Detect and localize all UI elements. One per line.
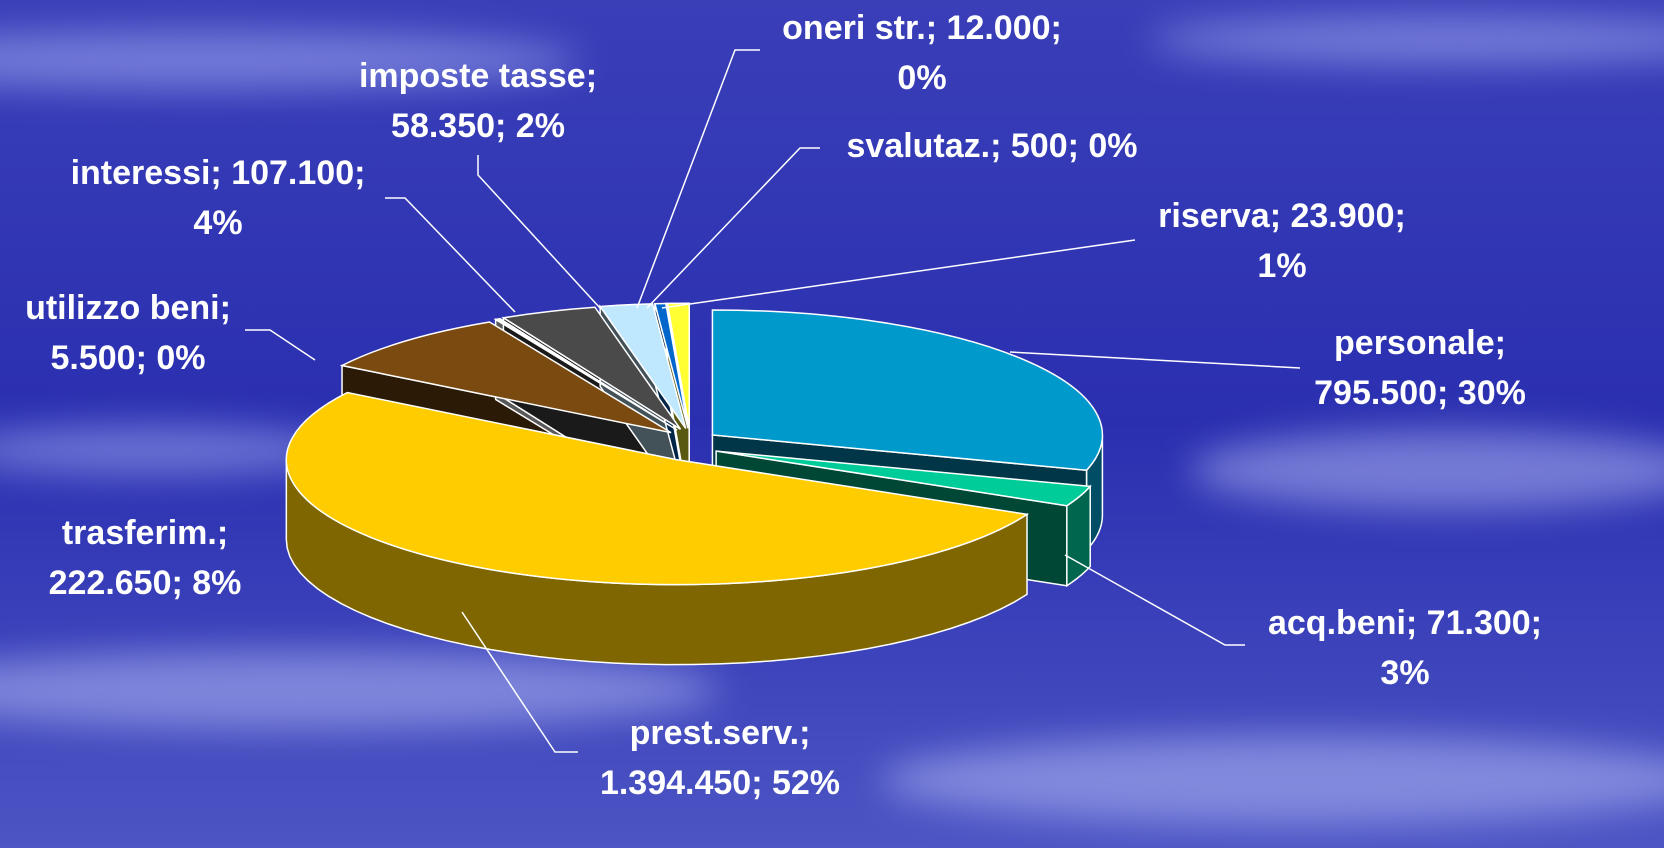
data-label: interessi; 107.100; xyxy=(71,154,366,192)
data-label: 222.650; 8% xyxy=(49,564,242,602)
data-label: 0% xyxy=(897,59,946,97)
data-label: 795.500; 30% xyxy=(1314,374,1526,412)
data-label: riserva; 23.900; xyxy=(1158,197,1406,235)
leader-line xyxy=(245,329,316,361)
data-label: trasferim.; xyxy=(62,514,228,552)
leader-line xyxy=(385,197,516,313)
data-label: 1.394.450; 52% xyxy=(600,764,840,802)
slice xyxy=(339,321,672,434)
data-label: personale; xyxy=(1334,324,1506,362)
data-label: acq.beni; 71.300; xyxy=(1268,604,1542,642)
data-label: 3% xyxy=(1380,654,1429,692)
leader-line xyxy=(661,239,1136,309)
leader-line xyxy=(1064,554,1245,646)
data-label: prest.serv.; xyxy=(630,714,811,752)
slice xyxy=(715,450,1092,507)
leader-line xyxy=(636,49,760,309)
data-label: utilizzo beni; xyxy=(25,289,231,327)
data-label: imposte tasse; xyxy=(359,57,597,95)
data-label: oneri str.; 12.000; xyxy=(782,9,1062,47)
leader-line xyxy=(461,611,578,753)
leader-line xyxy=(477,155,601,309)
pie xyxy=(285,302,1104,666)
slice xyxy=(598,303,687,429)
data-label: svalutaz.; 500; 0% xyxy=(846,127,1137,165)
data-label: 1% xyxy=(1257,247,1306,285)
data-label: 58.350; 2% xyxy=(391,107,565,145)
slice xyxy=(711,309,1104,472)
leader-line xyxy=(1009,351,1301,369)
slice xyxy=(666,302,690,429)
data-label: 5.500; 0% xyxy=(51,339,206,377)
slice xyxy=(493,317,678,431)
clouds xyxy=(0,15,1664,825)
leader-line xyxy=(646,147,820,309)
slice xyxy=(501,306,682,430)
data-label: 4% xyxy=(193,204,242,242)
slice xyxy=(285,391,1030,586)
labels: personale; 795.500; 30% acq.beni; 71.300; 3… xyxy=(25,9,1542,802)
slice xyxy=(665,302,690,429)
